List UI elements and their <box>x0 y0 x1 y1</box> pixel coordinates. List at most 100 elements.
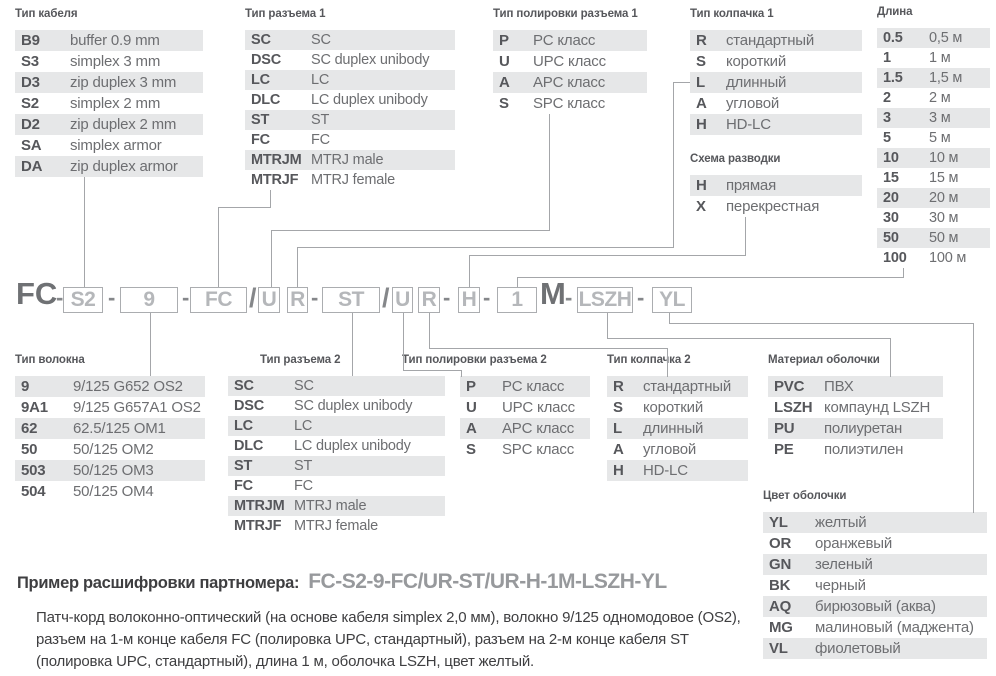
table-connector-type-2: Тип разъема 2 SC SC DSC SC duplex unibody LC… <box>228 354 445 536</box>
table-row: S SPC класс <box>493 93 647 114</box>
connector-line <box>469 255 470 288</box>
table-row: SA simplex armor <box>15 135 203 156</box>
table-jacket-color: Цвет оболочки YL желтый OR оранжевый GN зелен… <box>763 490 987 659</box>
description-cell: SPC класс <box>533 95 606 112</box>
code-cell: L <box>696 74 705 91</box>
description-cell: MTRJ female <box>294 518 379 534</box>
table-label: Длина <box>877 6 913 18</box>
table-row: LSZH компаунд LSZH <box>768 397 943 418</box>
description-cell: 50/125 OM3 <box>73 462 154 479</box>
code-cell: R <box>696 32 707 49</box>
table-row: 15 15 м <box>877 168 990 188</box>
code-cell: MTRJF <box>234 518 282 534</box>
description-cell: малиновый (маджента) <box>815 619 974 636</box>
connector-line <box>403 370 462 371</box>
code-cell: DLC <box>234 438 264 454</box>
code-cell: DLC <box>251 92 281 108</box>
description-cell: полиэтилен <box>824 441 904 458</box>
description-cell: simplex 2 mm <box>70 95 161 112</box>
table-row: H HD-LC <box>690 114 862 135</box>
pn-box-cap2: R <box>418 287 440 313</box>
description-cell: оранжевый <box>815 535 893 552</box>
code-cell: FC <box>251 132 270 148</box>
code-cell: PE <box>774 441 794 458</box>
description-cell: APC класс <box>533 74 606 91</box>
code-cell: S <box>499 95 509 112</box>
table-row: 1.5 1,5 м <box>877 68 990 88</box>
table-row: AQ бирюзовый (аква) <box>763 596 987 617</box>
connector-line <box>469 255 746 256</box>
table-row: S2 simplex 2 mm <box>15 93 203 114</box>
description-cell: перекрестная <box>726 198 820 215</box>
connector-line <box>429 313 430 348</box>
code-cell: S <box>696 53 706 70</box>
code-cell: MTRJM <box>234 498 285 514</box>
code-cell: 20 <box>883 190 899 206</box>
table-row: FC FC <box>228 476 445 496</box>
pn-box-length: 1 <box>497 287 537 313</box>
connector-line <box>673 82 690 83</box>
example-partnumber: FC-S2-9-FC/UR-ST/UR-H-1M-LSZH-YL <box>308 570 667 593</box>
code-cell: 2 <box>883 90 891 106</box>
code-cell: 0.5 <box>883 30 903 46</box>
table-row: PVC ПВХ <box>768 376 943 397</box>
table-row: VL фиолетовый <box>763 638 987 659</box>
table-polish-type-1: Тип полировки разъема 1 P PC класс U UPC кл… <box>493 8 647 114</box>
code-cell: S3 <box>21 53 39 70</box>
description-cell: 0,5 м <box>929 30 963 46</box>
code-cell: R <box>613 378 624 395</box>
table-row: 9A1 9/125 G657A1 OS2 <box>15 397 205 418</box>
code-cell: 9 <box>21 378 30 395</box>
description-cell: zip duplex armor <box>70 158 178 175</box>
table-row: 10 10 м <box>877 148 990 168</box>
table-label: Тип полировки разъема 2 <box>402 354 547 366</box>
table-row: 50 50 м <box>877 228 990 248</box>
description-cell: стандартный <box>726 32 815 49</box>
table-row: PE полиэтилен <box>768 439 943 460</box>
description-cell: MTRJ female <box>311 172 396 188</box>
code-cell: P <box>499 32 509 49</box>
code-cell: ST <box>234 458 253 474</box>
table-label: Тип разъема 1 <box>245 8 326 20</box>
code-cell: YL <box>769 514 788 531</box>
table-jacket-material: Материал оболочки PVC ПВХ LSZH компаунд LSZ… <box>768 354 943 460</box>
example-label: Пример расшифровки партномера: <box>17 574 300 592</box>
code-cell: SC <box>234 378 254 394</box>
code-cell: 10 <box>883 150 899 166</box>
pn-prefix: FC <box>16 276 58 311</box>
connector-line <box>352 313 353 376</box>
description-cell: SC duplex unibody <box>311 52 430 68</box>
code-cell: 1.5 <box>883 70 903 86</box>
description-cell: короткий <box>643 399 704 416</box>
code-cell: LC <box>251 72 270 88</box>
description-cell: 9/125 G657A1 OS2 <box>73 399 201 416</box>
code-cell: 62 <box>21 420 38 437</box>
table-label: Цвет оболочки <box>763 490 847 502</box>
description-cell: желтый <box>815 514 867 531</box>
code-cell: A <box>499 74 510 91</box>
table-row: MTRJM MTRJ male <box>245 150 455 170</box>
table-row: 62 62.5/125 OM1 <box>15 418 205 439</box>
table-label: Тип колпачка 2 <box>607 354 691 366</box>
connector-line <box>669 313 670 323</box>
description-cell: UPC класс <box>533 53 606 70</box>
connector-line <box>461 370 462 377</box>
description-cell: simplex 3 mm <box>70 53 161 70</box>
connector-line <box>517 277 904 278</box>
connector-line <box>218 207 271 208</box>
table-label: Тип волокна <box>15 354 85 366</box>
connector-line <box>745 217 746 256</box>
code-cell: MTRJF <box>251 172 299 188</box>
description-cell: 100 м <box>929 250 967 266</box>
description-cell: 3 м <box>929 110 951 126</box>
connector-line <box>271 230 550 231</box>
code-cell: PU <box>774 420 795 437</box>
pn-separator: - <box>443 285 451 310</box>
code-cell: A <box>613 441 624 458</box>
code-cell: ST <box>251 112 270 128</box>
pn-separator: - <box>56 285 64 310</box>
